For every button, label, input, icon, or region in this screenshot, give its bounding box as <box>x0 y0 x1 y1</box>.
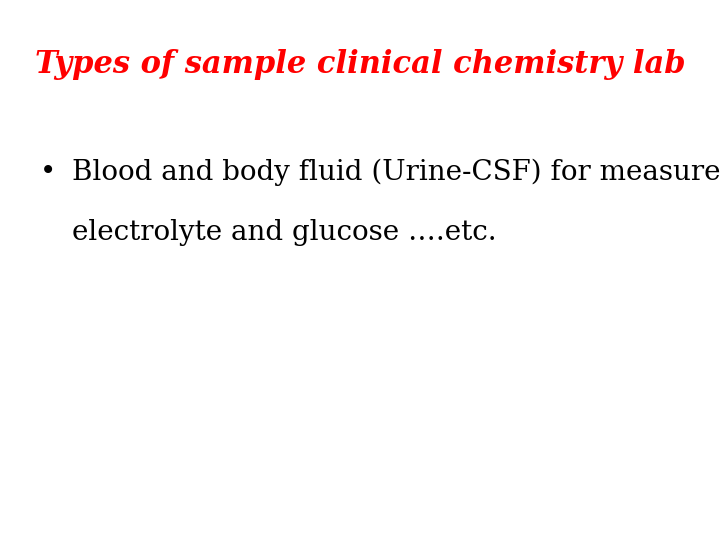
Text: Types of sample clinical chemistry lab: Types of sample clinical chemistry lab <box>35 49 685 80</box>
Text: electrolyte and glucose ….etc.: electrolyte and glucose ….etc. <box>72 219 497 246</box>
Text: Blood and body fluid (Urine-CSF) for measure: Blood and body fluid (Urine-CSF) for mea… <box>72 159 720 186</box>
Text: •: • <box>40 159 56 186</box>
